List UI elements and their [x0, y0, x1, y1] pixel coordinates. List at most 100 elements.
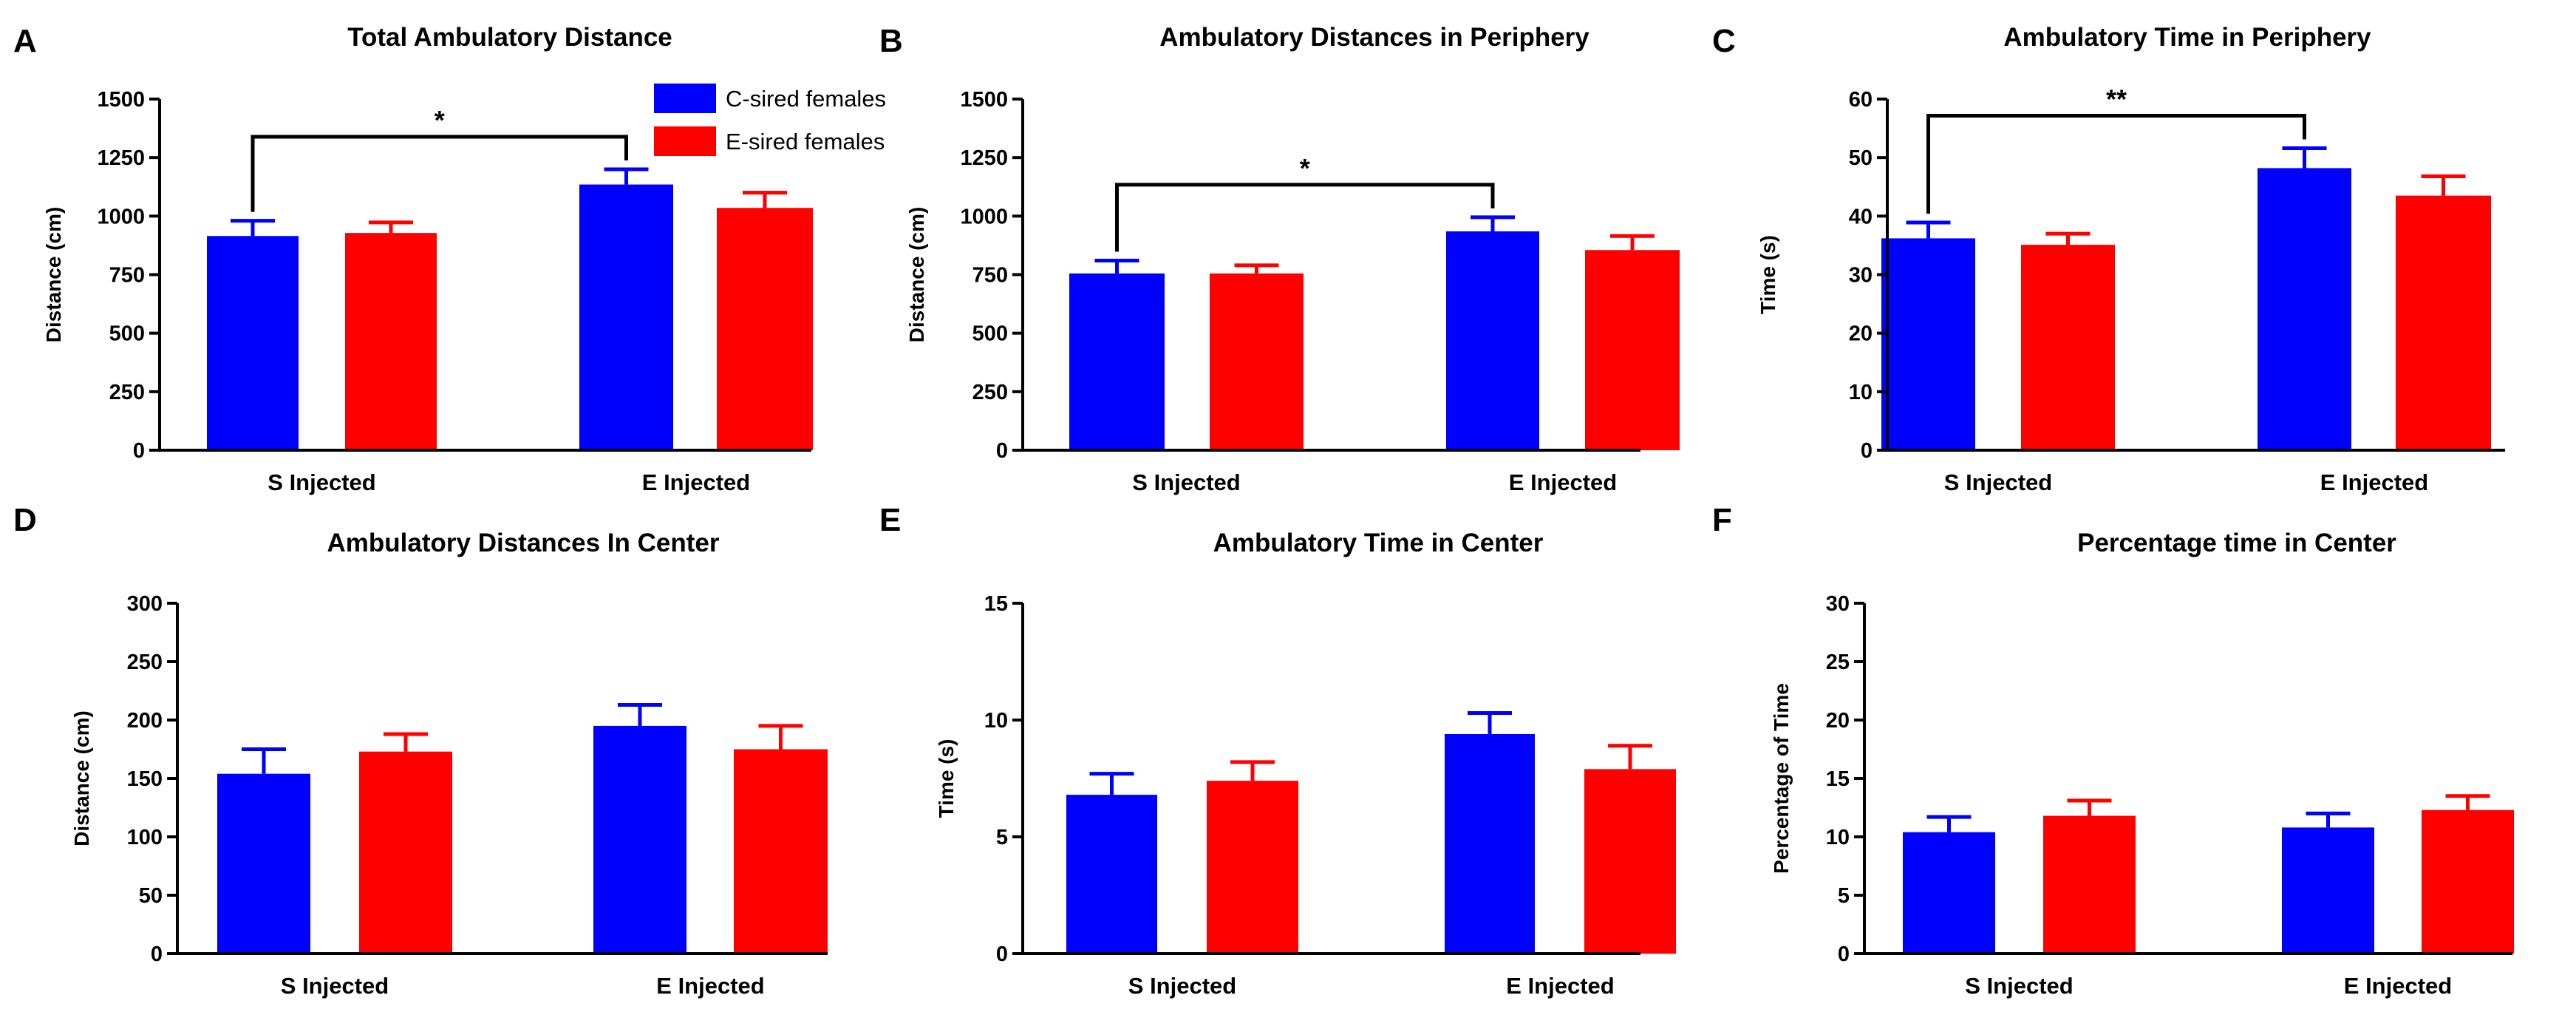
panel-title: Ambulatory Time in Center: [1213, 529, 1544, 557]
y-tick-label: 20: [1826, 709, 1850, 733]
y-tick-label: 0: [996, 943, 1008, 966]
y-tick-label: 25: [1826, 651, 1850, 674]
bar: [1445, 733, 1535, 954]
y-tick-label: 250: [127, 651, 163, 674]
y-tick-label: 50: [139, 884, 163, 908]
bar: [345, 233, 437, 450]
y-tick-label: 60: [1849, 88, 1873, 112]
y-tick-label: 1500: [97, 88, 145, 112]
legend-label: C-sired females: [726, 86, 886, 112]
x-tick-label: S Injected: [1128, 973, 1236, 999]
y-tick-label: 1000: [960, 205, 1008, 228]
y-tick-label: 200: [127, 709, 163, 733]
y-tick-label: 150: [127, 767, 163, 791]
y-axis-label: Time (s): [935, 739, 958, 818]
y-axis-label: Distance (cm): [905, 207, 928, 343]
y-tick-label: 15: [984, 592, 1008, 616]
x-tick-label: E Injected: [642, 469, 750, 495]
y-tick-label: 500: [109, 322, 145, 346]
y-tick-label: 300: [127, 592, 163, 616]
bar: [1881, 238, 1975, 450]
significance-bracket: [1115, 183, 1495, 252]
y-tick-label: 0: [1838, 943, 1850, 966]
panel-title: Total Ambulatory Distance: [347, 23, 672, 52]
significance-label: **: [2106, 84, 2127, 115]
y-tick-label: 40: [1849, 205, 1873, 228]
panel-title: Ambulatory Time in Periphery: [2003, 23, 2371, 52]
x-tick-label: S Injected: [1965, 973, 2073, 999]
x-tick-label: E Injected: [2344, 973, 2452, 999]
x-tick-label: E Injected: [1506, 973, 1614, 999]
y-tick-label: 1250: [960, 146, 1008, 170]
y-tick-label: 30: [1826, 592, 1850, 616]
bar: [1903, 832, 1995, 954]
bar: [734, 749, 828, 954]
bar: [2021, 245, 2115, 450]
x-tick-label: E Injected: [1509, 469, 1617, 495]
y-tick-label: 0: [996, 439, 1008, 463]
x-tick-label: S Injected: [1132, 469, 1240, 495]
significance-label: *: [1300, 153, 1310, 183]
significance-bracket: [251, 135, 628, 212]
significance-label: *: [435, 105, 445, 135]
legend-label: E-sired females: [726, 129, 885, 155]
y-tick-label: 250: [109, 381, 145, 404]
y-tick-label: 5: [1838, 884, 1850, 908]
bar: [579, 184, 673, 451]
panel-f: F Percentage time in Center Percentage of …: [1712, 502, 2514, 999]
y-tick-label: 50: [1849, 146, 1873, 170]
bar: [1210, 273, 1304, 450]
bar: [359, 751, 452, 954]
y-tick-label: 15: [1826, 767, 1850, 791]
panel-b: B Ambulatory Distances in Periphery Distan…: [879, 23, 1680, 495]
y-tick-label: 10: [1826, 826, 1850, 849]
bar: [1207, 781, 1298, 954]
panel-letter: A: [13, 23, 37, 59]
legend: C-sired females E-sired females: [654, 84, 886, 156]
y-tick-label: 1250: [97, 146, 145, 170]
bar: [2282, 827, 2374, 954]
y-tick-label: 20: [1849, 322, 1873, 346]
bar: [2258, 168, 2351, 450]
y-tick-label: 30: [1849, 264, 1873, 288]
bar: [207, 236, 299, 450]
bar: [2422, 809, 2514, 954]
panel-d: D Ambulatory Distances In Center Distance …: [13, 502, 828, 999]
bar: [1585, 250, 1680, 450]
x-tick-label: E Injected: [656, 973, 764, 999]
significance-bracket: [1926, 114, 2306, 214]
bar: [2396, 195, 2491, 450]
bar: [217, 773, 310, 954]
y-tick-label: 10: [1849, 381, 1873, 404]
bar: [2043, 815, 2136, 954]
x-tick-label: S Injected: [281, 973, 389, 999]
panel-letter: B: [879, 23, 903, 59]
y-tick-label: 0: [133, 439, 145, 463]
x-tick-label: S Injected: [268, 469, 375, 495]
bar: [1066, 795, 1157, 954]
bar: [1584, 769, 1676, 954]
y-axis-label: Distance (cm): [70, 710, 93, 846]
x-tick-label: E Injected: [2320, 469, 2428, 495]
y-tick-label: 750: [109, 264, 145, 288]
bar: [1069, 273, 1165, 450]
y-axis-label: Time (s): [1756, 235, 1779, 314]
panel-title: Ambulatory Distances In Center: [327, 529, 720, 557]
x-tick-label: S Injected: [1944, 469, 2052, 495]
legend-swatch: [654, 84, 716, 113]
panel-letter: E: [879, 502, 901, 538]
legend-swatch: [654, 126, 716, 156]
panel-title: Percentage time in Center: [2077, 529, 2396, 557]
y-tick-label: 0: [1861, 439, 1873, 463]
panel-c: C Ambulatory Time in Periphery Time (s) S I…: [1712, 23, 2505, 495]
y-tick-label: 250: [972, 381, 1008, 404]
y-tick-label: 1000: [97, 205, 145, 228]
y-axis-label: Percentage of Time: [1770, 683, 1793, 874]
y-tick-label: 750: [972, 264, 1008, 288]
panel-e: E Ambulatory Time in Center Time (s) S Inje…: [879, 502, 1676, 999]
panel-title: Ambulatory Distances in Periphery: [1159, 23, 1589, 52]
y-tick-label: 5: [996, 826, 1008, 849]
y-tick-label: 100: [127, 826, 163, 849]
panel-letter: F: [1712, 502, 1732, 538]
